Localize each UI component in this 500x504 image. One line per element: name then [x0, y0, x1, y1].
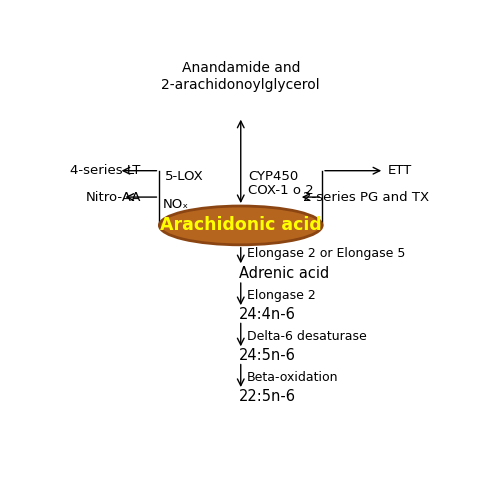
Text: Elongase 2 or Elongase 5: Elongase 2 or Elongase 5: [246, 247, 405, 260]
Text: 22:5n-6: 22:5n-6: [239, 389, 296, 404]
Text: Delta-6 desaturase: Delta-6 desaturase: [246, 330, 366, 343]
Text: Anandamide and
2-arachidonoylglycerol: Anandamide and 2-arachidonoylglycerol: [162, 61, 320, 92]
Ellipse shape: [160, 206, 322, 245]
Text: 2-series PG and TX: 2-series PG and TX: [303, 191, 429, 204]
Text: Elongase 2: Elongase 2: [246, 289, 316, 302]
Text: ETT: ETT: [388, 164, 412, 177]
Text: NOₓ: NOₓ: [163, 199, 190, 211]
Text: Arachidonic acid: Arachidonic acid: [160, 216, 322, 234]
Text: COX-1 o 2: COX-1 o 2: [248, 184, 314, 197]
Text: Nitro-AA: Nitro-AA: [86, 191, 142, 204]
Text: Adrenic acid: Adrenic acid: [239, 266, 329, 281]
Text: 24:4n-6: 24:4n-6: [239, 307, 296, 322]
Text: 5-LOX: 5-LOX: [165, 170, 204, 183]
Text: 24:5n-6: 24:5n-6: [239, 348, 296, 363]
Text: 4-series LT: 4-series LT: [70, 164, 140, 177]
Text: CYP450: CYP450: [248, 170, 299, 183]
Text: Beta-oxidation: Beta-oxidation: [246, 371, 338, 384]
